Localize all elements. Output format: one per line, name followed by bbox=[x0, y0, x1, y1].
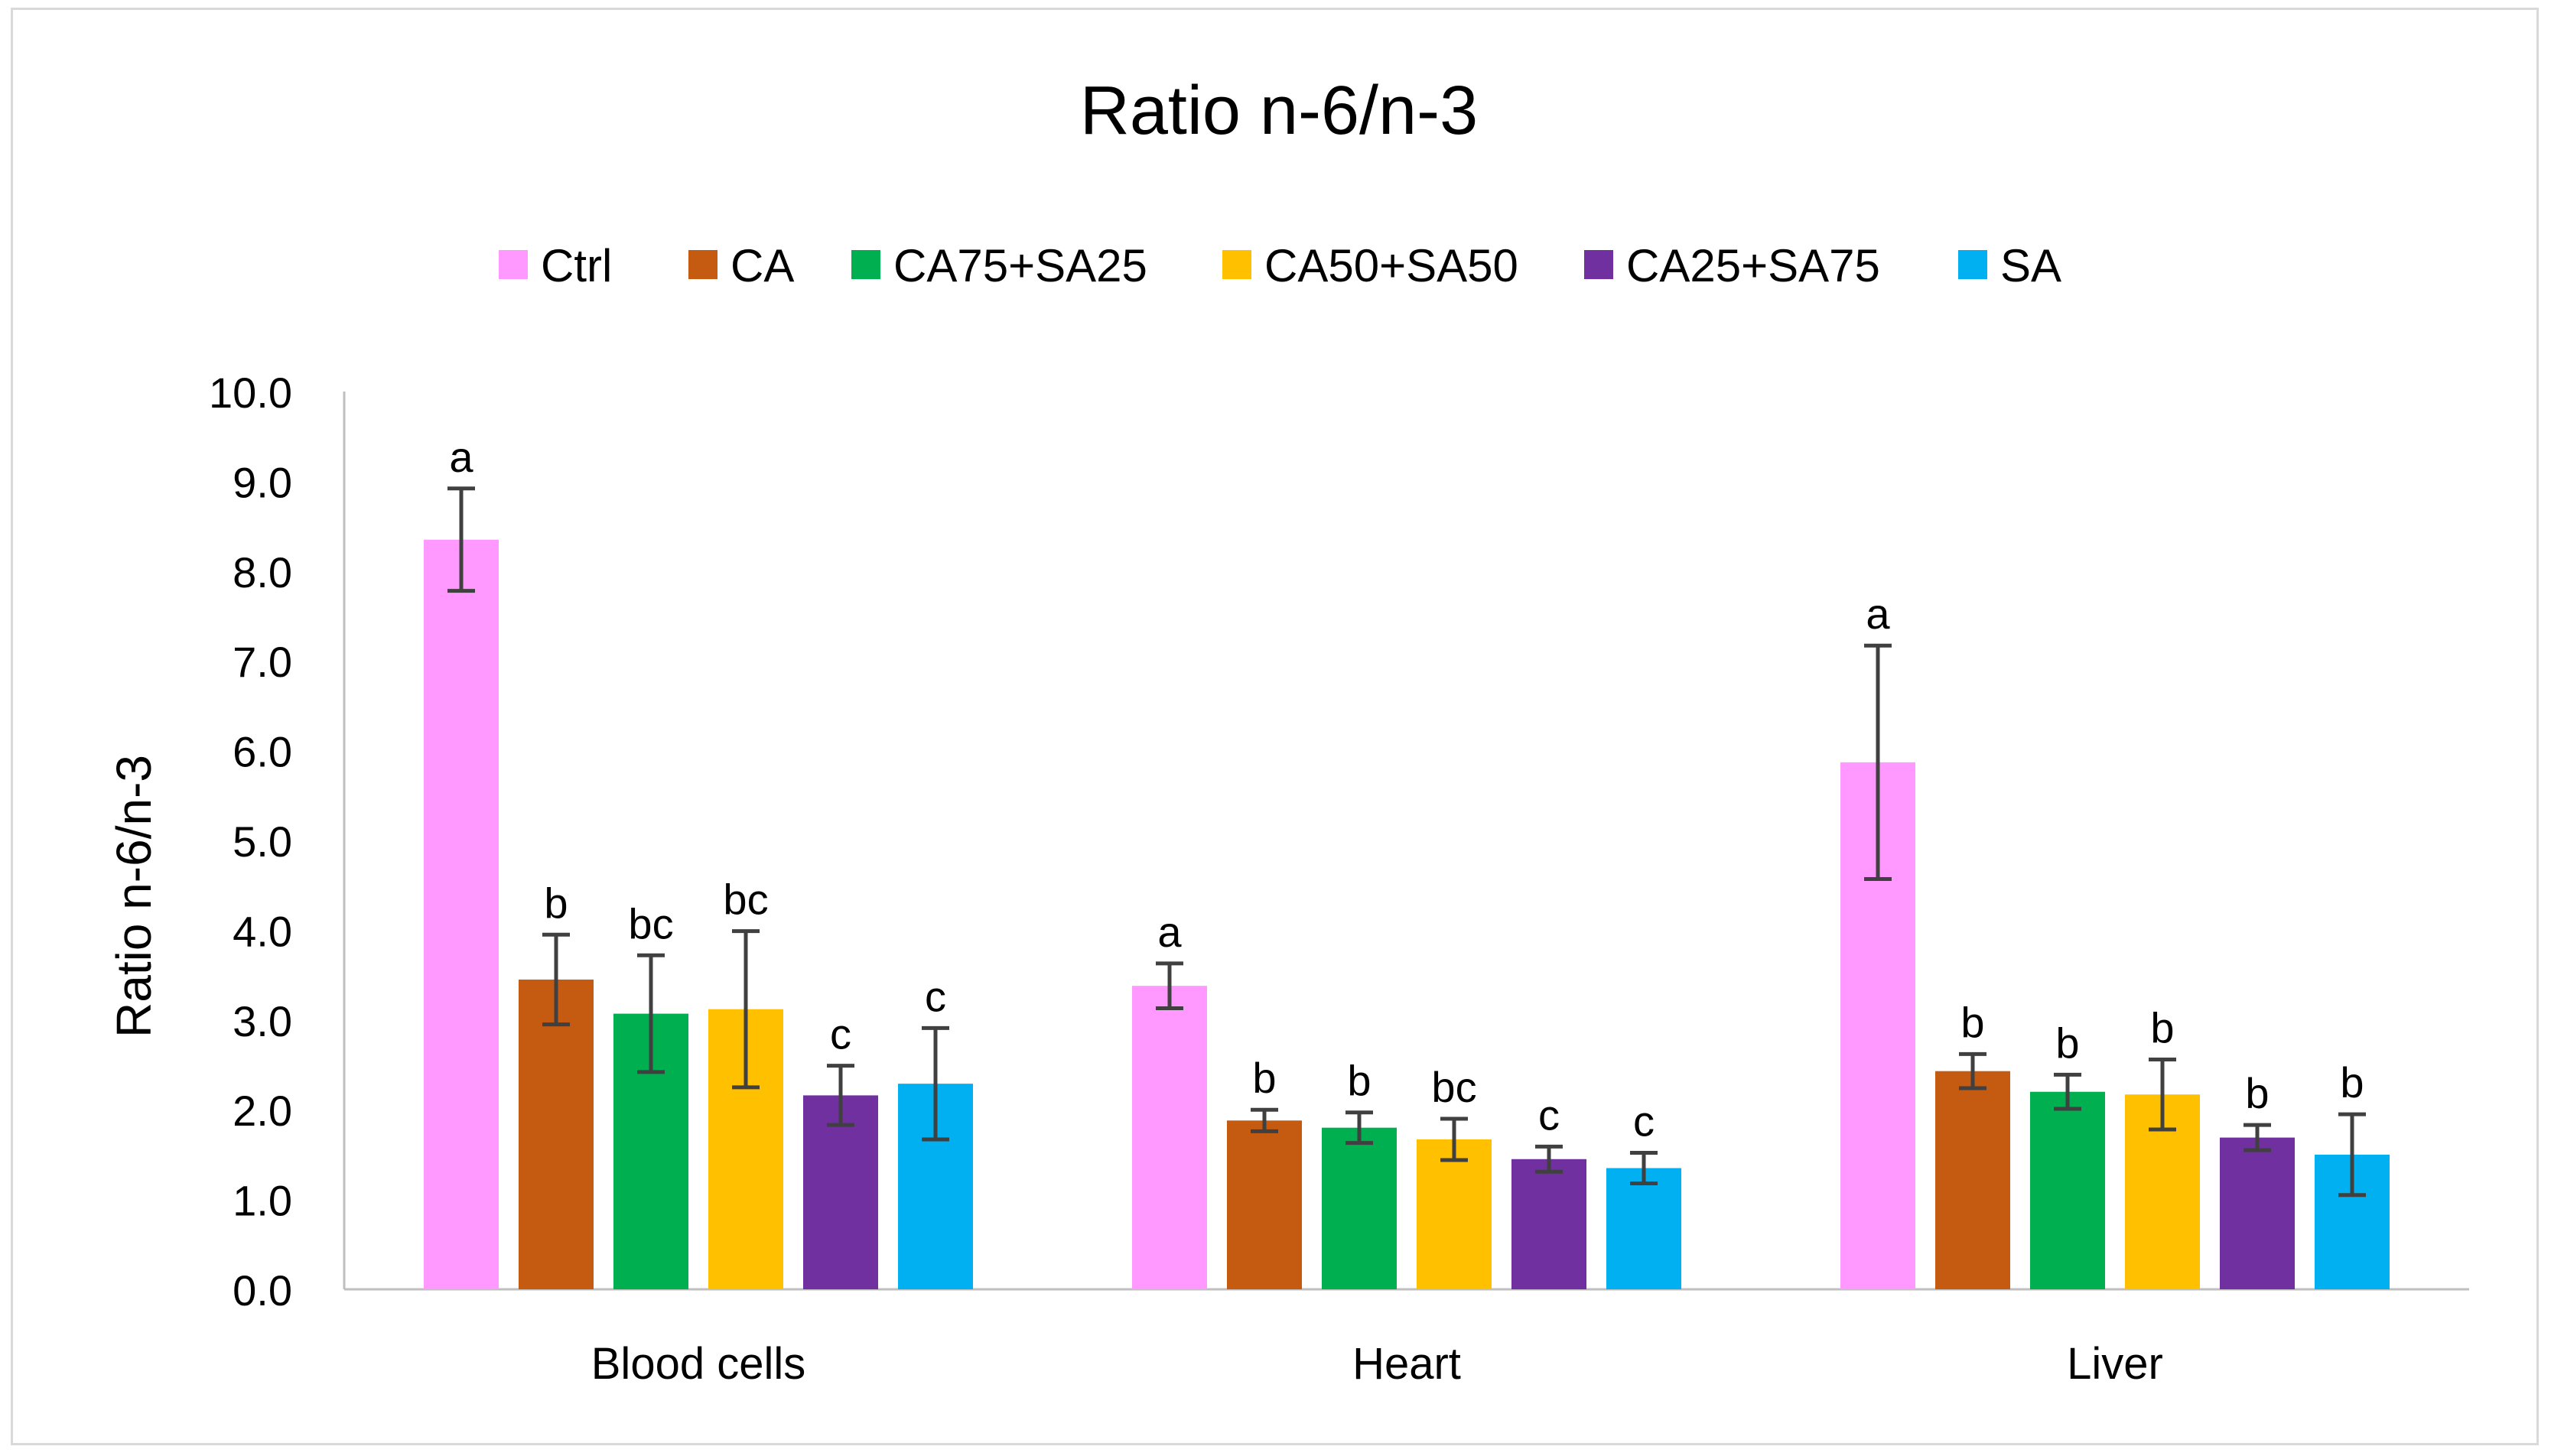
significance-label: b bbox=[2340, 1058, 2364, 1107]
legend-swatch bbox=[1584, 250, 1613, 279]
significance-label: a bbox=[449, 433, 473, 481]
y-tick-label: 7.0 bbox=[233, 638, 292, 686]
y-axis-label: Ratio n-6/n-3 bbox=[106, 755, 161, 1038]
y-tick-label: 8.0 bbox=[233, 548, 292, 596]
legend-swatch bbox=[1222, 250, 1251, 279]
x-tick-label: Blood cells bbox=[591, 1339, 805, 1389]
legend-swatch bbox=[688, 250, 717, 279]
significance-label: c bbox=[1538, 1090, 1560, 1139]
bar bbox=[1606, 1168, 1681, 1289]
bar bbox=[1322, 1127, 1397, 1289]
x-tick-label: Liver bbox=[2067, 1339, 2163, 1389]
y-tick-label: 3.0 bbox=[233, 997, 292, 1045]
legend-swatch bbox=[1958, 250, 1987, 279]
significance-label: b bbox=[544, 879, 568, 927]
significance-label: b bbox=[2245, 1069, 2269, 1117]
significance-label: a bbox=[1157, 908, 1182, 956]
legend-label: Ctrl bbox=[541, 240, 612, 291]
x-tick-label: Heart bbox=[1352, 1339, 1461, 1389]
bar bbox=[1227, 1120, 1302, 1289]
legend-label: CA bbox=[730, 240, 794, 291]
significance-label: bc bbox=[628, 899, 673, 947]
chart-title: Ratio n-6/n-3 bbox=[1080, 73, 1478, 149]
bar bbox=[1132, 986, 1207, 1289]
legend-label: CA75+SA25 bbox=[893, 240, 1147, 291]
y-axis: 0.0 1.0 2.0 3.0 4.0 5.0 6.0 7.0 8.0 9.0 10.0 bbox=[209, 369, 346, 1315]
bars: a b bc bc c c a b b bc c c a b b b b b bbox=[424, 433, 2390, 1289]
legend: Ctrl CA CA75+SA25 CA50+SA50 CA25+SA75 SA bbox=[499, 240, 2061, 291]
legend-swatch bbox=[851, 250, 880, 279]
significance-label: c bbox=[1633, 1097, 1655, 1146]
significance-label: c bbox=[925, 972, 946, 1020]
y-tick-label: 1.0 bbox=[233, 1177, 292, 1225]
significance-label: c bbox=[830, 1010, 851, 1058]
significance-label: bc bbox=[723, 876, 768, 924]
bar bbox=[424, 539, 499, 1289]
bar bbox=[1511, 1159, 1586, 1289]
y-tick-label: 0.0 bbox=[233, 1266, 292, 1315]
bar bbox=[1417, 1139, 1492, 1289]
legend-label: CA50+SA50 bbox=[1264, 240, 1518, 291]
bar bbox=[2220, 1137, 2295, 1289]
bar bbox=[1935, 1071, 2010, 1289]
y-tick-label: 4.0 bbox=[233, 907, 292, 955]
y-tick-label: 9.0 bbox=[233, 458, 292, 506]
legend-label: CA25+SA75 bbox=[1626, 240, 1880, 291]
y-tick-label: 10.0 bbox=[209, 369, 292, 417]
significance-label: b bbox=[1252, 1054, 1276, 1102]
significance-label: bc bbox=[1431, 1063, 1476, 1111]
bar bbox=[2030, 1091, 2105, 1289]
y-tick-label: 2.0 bbox=[233, 1087, 292, 1135]
significance-label: a bbox=[1866, 590, 1890, 638]
legend-label: SA bbox=[2000, 240, 2061, 291]
y-tick-label: 6.0 bbox=[233, 728, 292, 776]
legend-swatch bbox=[499, 250, 528, 279]
bar bbox=[803, 1095, 878, 1289]
significance-label: b bbox=[1347, 1057, 1371, 1105]
bar bbox=[519, 979, 594, 1289]
x-axis: Blood cells Heart Liver bbox=[344, 1288, 2469, 1389]
y-tick-label: 5.0 bbox=[233, 817, 292, 866]
significance-label: b bbox=[2055, 1019, 2079, 1067]
significance-label: b bbox=[1960, 998, 1984, 1046]
significance-label: b bbox=[2150, 1003, 2174, 1051]
